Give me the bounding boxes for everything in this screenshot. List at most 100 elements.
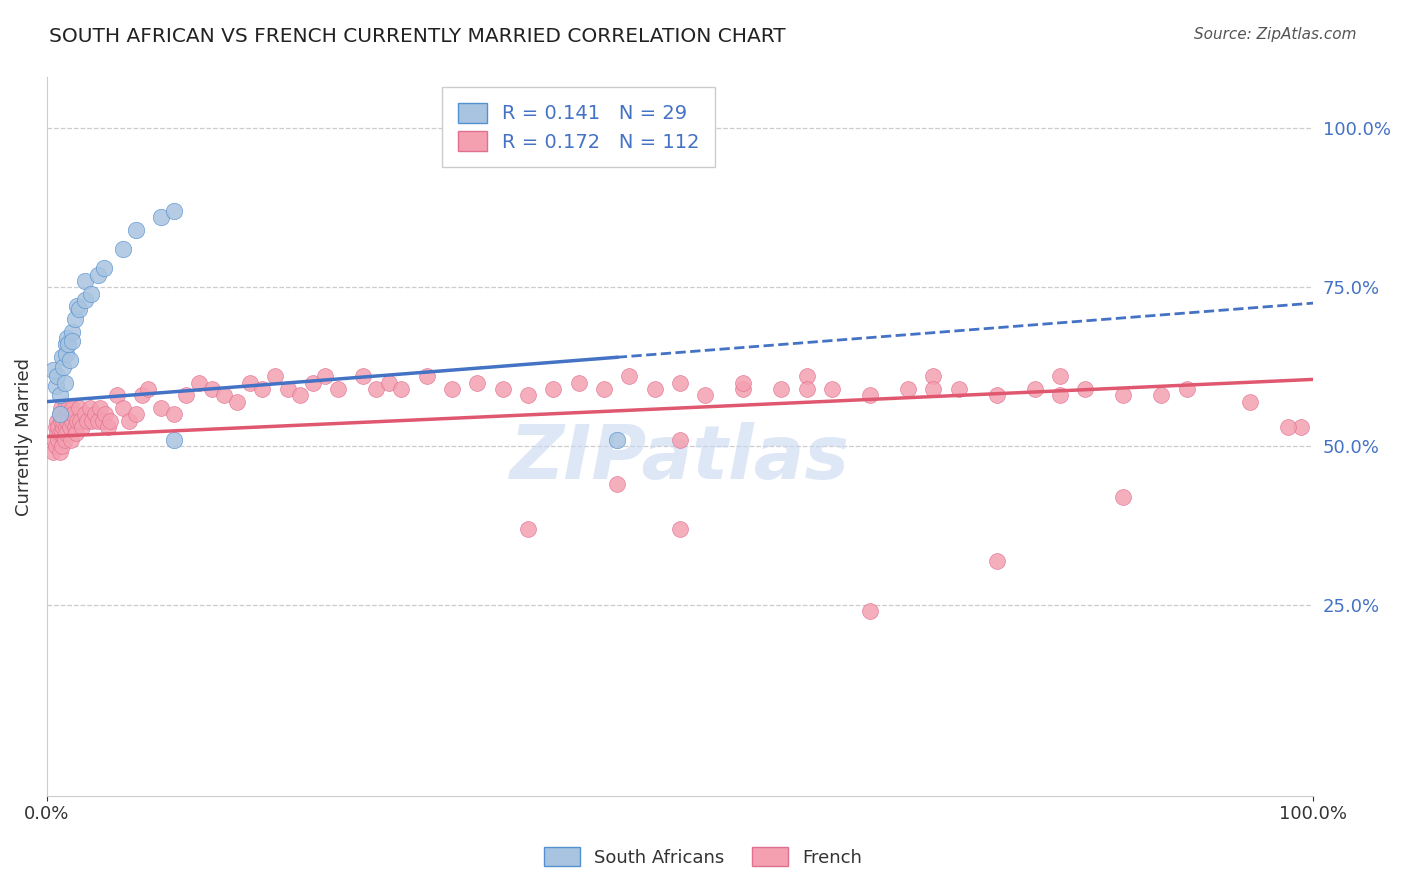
Point — [97, 420, 120, 434]
Point — [52, 420, 75, 434]
Point — [669, 376, 692, 390]
Point — [55, 337, 77, 351]
Point — [250, 382, 273, 396]
Point — [51, 439, 73, 453]
Point — [63, 420, 86, 434]
Point — [212, 388, 235, 402]
Point — [67, 302, 90, 317]
Point — [492, 382, 515, 396]
Point — [593, 382, 616, 396]
Point — [644, 382, 666, 396]
Point — [606, 433, 628, 447]
Point — [46, 433, 69, 447]
Point — [93, 261, 115, 276]
Point — [1049, 388, 1071, 402]
Point — [91, 414, 114, 428]
Point — [53, 433, 76, 447]
Point — [441, 382, 464, 396]
Point — [46, 369, 69, 384]
Point — [922, 382, 945, 396]
Point — [98, 414, 121, 428]
Point — [46, 426, 69, 441]
Point — [187, 376, 209, 390]
Point — [63, 312, 86, 326]
Point — [62, 408, 84, 422]
Point — [51, 350, 73, 364]
Point — [695, 388, 717, 402]
Point — [669, 522, 692, 536]
Point — [416, 369, 439, 384]
Point — [200, 382, 222, 396]
Point — [49, 414, 72, 428]
Point — [73, 408, 96, 422]
Point — [72, 420, 94, 434]
Point — [56, 408, 79, 422]
Point — [263, 369, 285, 384]
Point — [42, 363, 65, 377]
Point — [45, 378, 67, 392]
Point — [111, 401, 134, 415]
Point — [58, 337, 80, 351]
Point — [42, 445, 65, 459]
Point — [56, 331, 79, 345]
Point — [82, 414, 104, 428]
Point — [517, 388, 540, 402]
Point — [733, 376, 755, 390]
Point — [986, 388, 1008, 402]
Point — [79, 401, 101, 415]
Point — [60, 414, 83, 428]
Point — [48, 388, 70, 402]
Point — [60, 325, 83, 339]
Point — [53, 401, 76, 415]
Point — [366, 382, 388, 396]
Point — [53, 376, 76, 390]
Point — [796, 382, 818, 396]
Point — [1112, 490, 1135, 504]
Point — [48, 426, 70, 441]
Point — [52, 414, 75, 428]
Point — [821, 382, 844, 396]
Point — [58, 401, 80, 415]
Point — [517, 522, 540, 536]
Point — [73, 274, 96, 288]
Point — [328, 382, 350, 396]
Point — [276, 382, 298, 396]
Point — [1150, 388, 1173, 402]
Point — [69, 414, 91, 428]
Point — [1074, 382, 1097, 396]
Point — [1024, 382, 1046, 396]
Point — [162, 203, 184, 218]
Point — [669, 433, 692, 447]
Text: SOUTH AFRICAN VS FRENCH CURRENTLY MARRIED CORRELATION CHART: SOUTH AFRICAN VS FRENCH CURRENTLY MARRIE… — [49, 27, 786, 45]
Point — [76, 414, 98, 428]
Point — [55, 347, 77, 361]
Point — [111, 242, 134, 256]
Point — [543, 382, 565, 396]
Point — [48, 408, 70, 422]
Point — [45, 420, 67, 434]
Point — [55, 426, 77, 441]
Point — [118, 414, 141, 428]
Point — [301, 376, 323, 390]
Point — [51, 426, 73, 441]
Point — [733, 382, 755, 396]
Point — [948, 382, 970, 396]
Point — [105, 388, 128, 402]
Point — [59, 433, 82, 447]
Point — [60, 334, 83, 349]
Point — [606, 477, 628, 491]
Point — [46, 420, 69, 434]
Point — [225, 394, 247, 409]
Point — [288, 388, 311, 402]
Point — [353, 369, 375, 384]
Point — [89, 401, 111, 415]
Point — [378, 376, 401, 390]
Text: Source: ZipAtlas.com: Source: ZipAtlas.com — [1194, 27, 1357, 42]
Point — [55, 420, 77, 434]
Legend: R = 0.141   N = 29, R = 0.172   N = 112: R = 0.141 N = 29, R = 0.172 N = 112 — [441, 87, 716, 167]
Point — [149, 211, 172, 225]
Point — [796, 369, 818, 384]
Text: ZIPatlas: ZIPatlas — [510, 422, 851, 495]
Point — [897, 382, 920, 396]
Point — [162, 433, 184, 447]
